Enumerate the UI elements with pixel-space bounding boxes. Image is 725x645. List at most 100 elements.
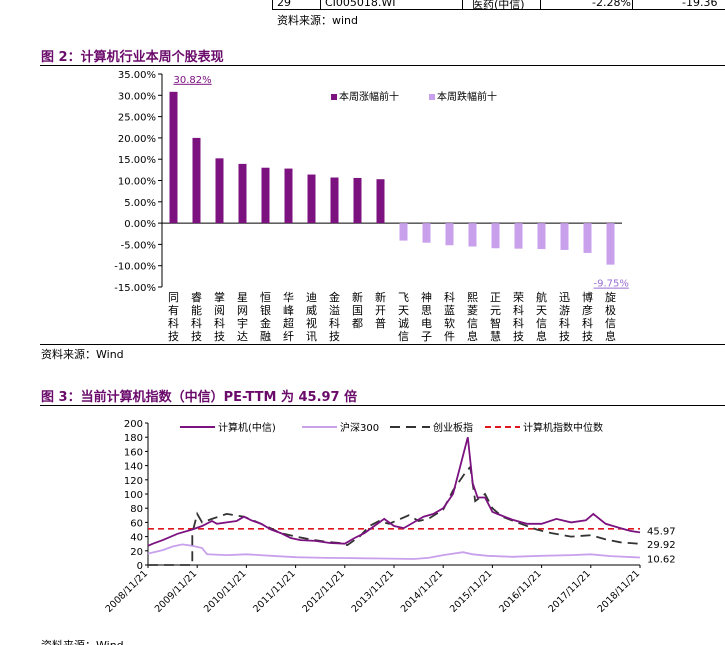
x-tick-label-char: 技 bbox=[214, 330, 225, 343]
x-tick-label-char: 金 bbox=[260, 316, 271, 330]
legend-swatch bbox=[429, 94, 435, 100]
legend-label: 沪深300 bbox=[340, 421, 379, 434]
x-tick-label-char: 威 bbox=[306, 304, 317, 317]
bar bbox=[560, 223, 569, 250]
bar bbox=[468, 223, 477, 247]
x-tick-label-char: 国 bbox=[352, 304, 363, 317]
table-row: 29 CI005018.WI 医药(中信) -2.28% -19.36 bbox=[272, 0, 725, 11]
y-tick-label: 30.00% bbox=[118, 91, 156, 102]
x-tick-label: 2012/11/21 bbox=[300, 568, 347, 615]
x-tick-label-char: 熙 bbox=[467, 291, 478, 304]
data-label: -9.75% bbox=[594, 279, 629, 290]
x-tick-label-char: 诚 bbox=[398, 317, 409, 330]
x-tick-label-char: 信 bbox=[536, 317, 547, 330]
x-tick-label-char: 普 bbox=[375, 316, 386, 330]
x-tick-label-char: 宇 bbox=[237, 317, 248, 330]
series-line bbox=[147, 543, 641, 560]
x-tick-label-char: 彦 bbox=[582, 303, 593, 317]
x-tick-label-char: 慧 bbox=[490, 329, 501, 343]
bottom-rule bbox=[40, 344, 725, 345]
bar bbox=[606, 223, 615, 265]
table-divider bbox=[272, 0, 273, 9]
x-tick-label-char: 有 bbox=[168, 303, 179, 317]
x-tick-label-char: 元 bbox=[490, 304, 501, 317]
x-tick-label-char: 博 bbox=[582, 291, 593, 304]
y-tick-label: 25.00% bbox=[118, 113, 156, 124]
bar bbox=[238, 163, 247, 224]
x-tick-label-char: 荣 bbox=[513, 291, 524, 304]
x-tick-label: 2009/11/21 bbox=[153, 568, 200, 615]
bar bbox=[445, 223, 454, 246]
x-tick-label-char: 技 bbox=[191, 330, 202, 343]
x-tick-label: 2016/11/21 bbox=[497, 568, 544, 615]
x-tick-label-char: 科 bbox=[214, 316, 225, 330]
x-tick-label-char: 科 bbox=[168, 316, 179, 330]
y-tick-label: 35.00% bbox=[118, 70, 156, 81]
x-tick-label-char: 技 bbox=[582, 330, 593, 343]
bar bbox=[353, 177, 362, 224]
y-tick-label: 100 bbox=[124, 490, 143, 501]
x-tick-label-char: 信 bbox=[605, 317, 616, 330]
x-tick-label-char: 菱 bbox=[467, 304, 478, 317]
x-tick-label-char: 件 bbox=[444, 330, 455, 343]
y-tick-label: 20.00% bbox=[118, 134, 156, 145]
end-value-label: 10.62 bbox=[647, 554, 676, 565]
y-tick-label: 60 bbox=[130, 518, 143, 529]
x-tick-label-char: 科 bbox=[444, 290, 455, 304]
y-tick-label: 15.00% bbox=[118, 155, 156, 166]
title-rule bbox=[40, 405, 725, 406]
bar bbox=[537, 223, 546, 250]
x-tick-label-char: 电 bbox=[421, 317, 432, 330]
x-tick-label: 2017/11/21 bbox=[546, 568, 593, 615]
y-tick-label: 10.00% bbox=[118, 177, 156, 188]
x-tick-label: 2010/11/21 bbox=[202, 568, 249, 615]
x-tick-label-char: 天 bbox=[536, 304, 547, 317]
x-tick-label-char: 科 bbox=[582, 316, 593, 330]
x-tick-label-char: 正 bbox=[490, 291, 501, 304]
series-line bbox=[147, 436, 641, 547]
x-tick-label-char: 飞 bbox=[398, 291, 409, 304]
x-tick-label-char: 金 bbox=[329, 290, 340, 304]
legend-label: 创业板指 bbox=[433, 421, 473, 434]
bar bbox=[491, 223, 500, 249]
y-tick-label: -5.00% bbox=[121, 240, 156, 251]
x-tick-label-char: 技 bbox=[559, 330, 570, 343]
x-tick-label-char: 掌 bbox=[214, 290, 225, 304]
table-cell-id: 29 bbox=[277, 0, 291, 9]
x-tick-label: 2008/11/21 bbox=[104, 568, 151, 615]
legend-label: 本周涨幅前十 bbox=[339, 90, 399, 103]
x-tick-label-char: 智 bbox=[490, 316, 501, 330]
data-label: 30.82% bbox=[174, 75, 212, 86]
x-tick-label-char: 开 bbox=[375, 304, 386, 317]
y-tick-label: 180 bbox=[124, 433, 143, 444]
table-cell-code: CI005018.WI bbox=[325, 0, 396, 9]
x-tick-label-char: 新 bbox=[375, 290, 386, 304]
bar bbox=[399, 223, 408, 241]
table-divider bbox=[462, 0, 463, 9]
x-tick-label-char: 超 bbox=[283, 316, 294, 330]
figure-title: 图 3：当前计算机指数（中信）PE-TTM 为 45.97 倍 bbox=[41, 390, 358, 405]
end-value-label: 29.92 bbox=[647, 540, 676, 551]
y-tick-label: 20 bbox=[130, 547, 143, 558]
table-cell-pct1: -2.28% bbox=[592, 0, 631, 9]
bar bbox=[583, 223, 592, 253]
figure-source: 资料来源：Wind bbox=[41, 348, 124, 361]
x-tick-label-char: 游 bbox=[559, 304, 570, 317]
y-tick-label: 140 bbox=[124, 462, 143, 473]
x-tick-label-char: 科 bbox=[191, 316, 202, 330]
x-tick-label-char: 蓝 bbox=[444, 304, 455, 317]
x-tick-label-char: 天 bbox=[398, 304, 409, 317]
table-divider bbox=[540, 0, 541, 9]
legend-label: 计算机指数中位数 bbox=[523, 421, 603, 434]
x-tick-label-char: 华 bbox=[283, 290, 294, 304]
x-tick-label-char: 银 bbox=[260, 303, 271, 317]
x-tick-label: 2013/11/21 bbox=[350, 568, 397, 615]
bar-chart: 35.00% 30.00% 25.00% 20.00% 15.00% 10.00% 5.00… bbox=[114, 70, 629, 343]
y-tick-label: -15.00% bbox=[114, 283, 156, 294]
x-tick-label-char: 息 bbox=[605, 329, 616, 343]
x-tick-label-char: 技 bbox=[329, 330, 340, 343]
y-tick-label: 200 bbox=[124, 419, 143, 430]
x-tick-label-char: 信 bbox=[398, 330, 409, 343]
legend-swatch bbox=[331, 94, 337, 100]
x-tick-label-char: 航 bbox=[536, 290, 547, 304]
